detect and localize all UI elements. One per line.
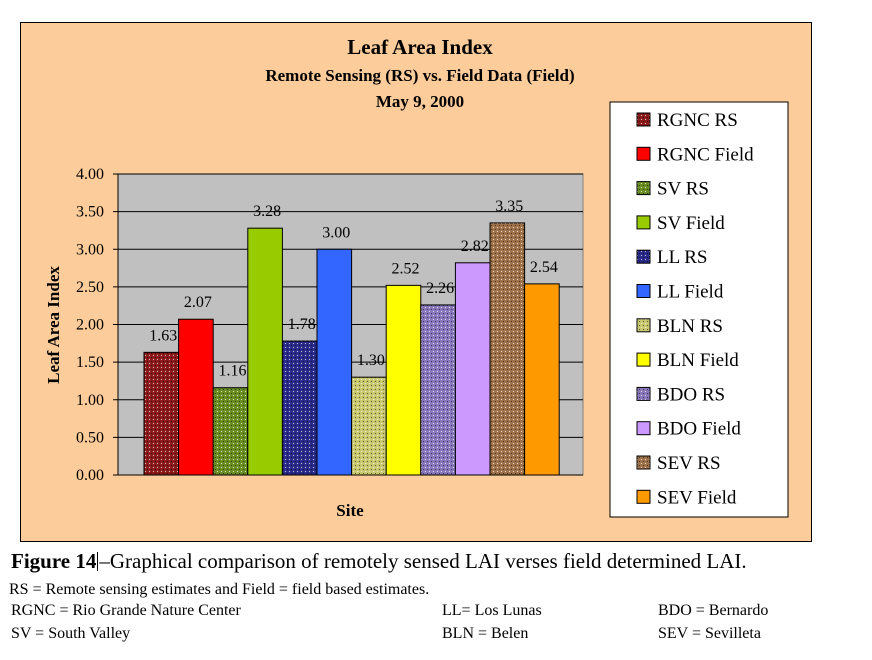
legend-swatch bbox=[636, 318, 651, 333]
chart-subtitle: Remote Sensing (RS) vs. Field Data (Fiel… bbox=[265, 66, 574, 85]
bar-bdo-rs bbox=[420, 304, 456, 476]
bar-value-label: 2.54 bbox=[530, 259, 558, 276]
legend-label: RGNC RS bbox=[657, 110, 738, 131]
bar-value-label: 1.78 bbox=[288, 316, 316, 333]
bar-ll-field bbox=[316, 248, 353, 476]
y-tick-label: 4.00 bbox=[76, 166, 104, 183]
bar-value-label: 2.52 bbox=[392, 260, 420, 277]
bar-labels: 1.63 2.07 1.16 3.28 1.78 3.00 1.30 2.52 2.26 2.82… bbox=[149, 198, 558, 380]
abbr-ll: LL= Los Lunas bbox=[442, 602, 542, 619]
legend-swatch bbox=[636, 215, 651, 230]
bar-rgnc-rs bbox=[143, 351, 180, 476]
legend-swatch bbox=[636, 146, 651, 161]
legend-swatch bbox=[636, 352, 651, 367]
chart-date: May 9, 2000 bbox=[376, 92, 464, 111]
legend-swatch bbox=[636, 386, 651, 401]
legend: RGNC RS RGNC Field SV RS SV Field LL RS LL Fi… bbox=[636, 110, 754, 508]
y-tick-label: 1.50 bbox=[76, 354, 104, 371]
y-tick-label: 1.00 bbox=[76, 392, 104, 409]
y-tick-label: 3.50 bbox=[76, 204, 104, 221]
abbr-sev: SEV = Sevilleta bbox=[658, 625, 761, 642]
y-axis-label: Leaf Area Index bbox=[44, 266, 63, 384]
bar-bdo-field bbox=[454, 262, 491, 476]
chart-svg: Leaf Area Index Remote Sensing (RS) vs. … bbox=[44, 35, 789, 520]
legend-swatch bbox=[636, 112, 651, 127]
text-cursor bbox=[97, 552, 99, 571]
abbr-bdo: BDO = Bernardo bbox=[658, 602, 769, 619]
legend-label: BLN Field bbox=[657, 350, 739, 371]
abbr-sv: SV = South Valley bbox=[11, 625, 131, 642]
legend-swatch bbox=[636, 284, 651, 298]
y-tick-label: 3.00 bbox=[76, 241, 104, 258]
legend-swatch bbox=[636, 249, 651, 264]
legend-label: SEV Field bbox=[657, 487, 737, 508]
x-axis-label: Site bbox=[336, 501, 364, 520]
y-tick-label: 2.00 bbox=[76, 317, 104, 334]
bar-value-label: 1.63 bbox=[149, 327, 177, 344]
bar-value-label: 2.26 bbox=[426, 280, 454, 297]
chart-area: Leaf Area Index Remote Sensing (RS) vs. … bbox=[20, 22, 812, 542]
legend-label: BDO RS bbox=[657, 384, 725, 405]
y-tick-label: 0.00 bbox=[76, 467, 104, 484]
figure-label: Figure 14 bbox=[11, 549, 97, 573]
chart-title: Leaf Area Index bbox=[347, 35, 493, 59]
bar-ll-rs bbox=[281, 340, 318, 476]
legend-swatch bbox=[636, 421, 651, 436]
legend-label: SV RS bbox=[657, 179, 709, 200]
bar-bln-rs bbox=[351, 376, 387, 476]
legend-swatch bbox=[636, 489, 651, 504]
legend-box bbox=[609, 101, 789, 518]
rs-definition: RS = Remote sensing estimates and Field … bbox=[9, 581, 430, 598]
bar-value-label: 1.30 bbox=[357, 352, 385, 369]
y-tick-label: 2.50 bbox=[76, 279, 104, 296]
legend-label: LL Field bbox=[657, 282, 724, 303]
legend-label: RGNC Field bbox=[657, 144, 754, 165]
legend-label: SEV RS bbox=[657, 453, 721, 474]
bar-value-label: 3.28 bbox=[253, 203, 281, 220]
figure-caption: Figure 14 –Graphical comparison of remote… bbox=[11, 549, 747, 574]
bar-value-label: 2.07 bbox=[184, 294, 212, 311]
bar-value-label: 1.16 bbox=[219, 363, 247, 380]
abbr-rgnc: RGNC = Rio Grande Nature Center bbox=[11, 602, 241, 619]
bar-sev-rs bbox=[489, 222, 526, 476]
abbr-bln: BLN = Belen bbox=[442, 625, 529, 642]
legend-label: BDO Field bbox=[657, 419, 741, 440]
legend-label: BLN RS bbox=[657, 316, 723, 337]
bar-rgnc-field bbox=[178, 318, 214, 476]
bar-value-label: 3.00 bbox=[322, 224, 350, 241]
bars bbox=[143, 222, 560, 476]
legend-swatch bbox=[636, 181, 651, 196]
bar-bln-field bbox=[385, 284, 422, 476]
bar-sv-rs bbox=[212, 387, 249, 476]
bar-value-label: 3.35 bbox=[495, 198, 523, 215]
legend-swatch bbox=[636, 455, 651, 470]
bar-sv-field bbox=[247, 227, 283, 476]
figure-text: –Graphical comparison of remotely sensed… bbox=[99, 549, 747, 573]
legend-label: LL RS bbox=[657, 247, 708, 268]
bar-sev-field bbox=[524, 283, 560, 476]
y-tick-label: 0.50 bbox=[76, 429, 104, 446]
bar-value-label: 2.82 bbox=[461, 238, 489, 255]
legend-label: SV Field bbox=[657, 213, 725, 234]
